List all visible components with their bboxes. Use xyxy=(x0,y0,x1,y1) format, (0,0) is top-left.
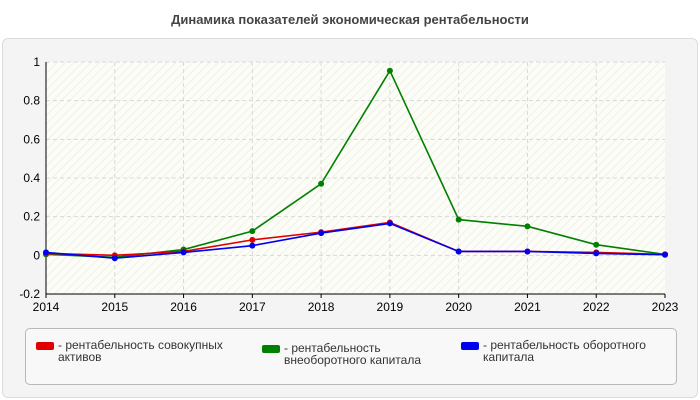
x-tick-label: 2016 xyxy=(170,300,197,314)
series-1-point xyxy=(386,67,393,74)
series-1-point xyxy=(593,241,600,248)
legend-item-fixed-capital: - рентабельность внеоборотного капитала xyxy=(262,342,444,366)
series-2-point xyxy=(318,230,325,237)
chart-legend: - рентабельность совокупных активов - ре… xyxy=(25,328,677,385)
x-tick-label: 2018 xyxy=(308,300,335,314)
series-2-point xyxy=(111,255,118,262)
series-2-point xyxy=(593,250,600,257)
x-tick-label: 2019 xyxy=(377,300,404,314)
x-tick-label: 2017 xyxy=(239,300,266,314)
series-1-point xyxy=(524,223,531,230)
legend-swatch-total-assets xyxy=(36,342,54,350)
legend-item-total-assets: - рентабельность совокупных активов xyxy=(36,339,243,363)
y-tick-label: 1 xyxy=(33,55,40,69)
legend-label-total-assets: - рентабельность совокупных активов xyxy=(58,338,223,364)
series-1-point xyxy=(455,216,462,223)
series-1-point xyxy=(249,228,256,235)
series-2-point xyxy=(662,251,668,258)
y-tick-label: 0 xyxy=(33,248,40,262)
y-tick-label: 0.4 xyxy=(23,171,40,185)
x-tick-label: 2020 xyxy=(445,300,472,314)
legend-swatch-working-capital xyxy=(461,342,479,350)
series-2-point xyxy=(455,248,462,255)
y-tick-label: 0.8 xyxy=(23,94,40,108)
series-2-point xyxy=(180,249,187,256)
x-tick-label: 2015 xyxy=(101,300,128,314)
y-tick-label: 0.6 xyxy=(23,132,40,146)
series-0-point xyxy=(249,236,256,243)
legend-item-working-capital: - рентабельность оборотного капитала xyxy=(461,339,673,363)
legend-label-fixed-capital: - рентабельность внеоборотного капитала xyxy=(284,341,421,367)
series-2-point xyxy=(249,242,256,249)
x-tick-label: 2014 xyxy=(33,300,60,314)
y-tick-label: -0.2 xyxy=(19,287,40,301)
series-1-point xyxy=(318,180,325,187)
chart-title: Динамика показателей экономическая рента… xyxy=(171,12,529,27)
series-2-point xyxy=(43,249,49,256)
x-tick-label: 2022 xyxy=(583,300,610,314)
x-tick-label: 2023 xyxy=(652,300,679,314)
series-2-point xyxy=(386,220,393,227)
x-tick-label: 2021 xyxy=(514,300,541,314)
legend-swatch-fixed-capital xyxy=(262,345,280,353)
y-tick-label: 0.2 xyxy=(23,210,40,224)
series-line-2 xyxy=(45,222,666,260)
legend-label-working-capital: - рентабельность оборотного капитала xyxy=(483,338,646,364)
series-2-point xyxy=(524,248,531,255)
